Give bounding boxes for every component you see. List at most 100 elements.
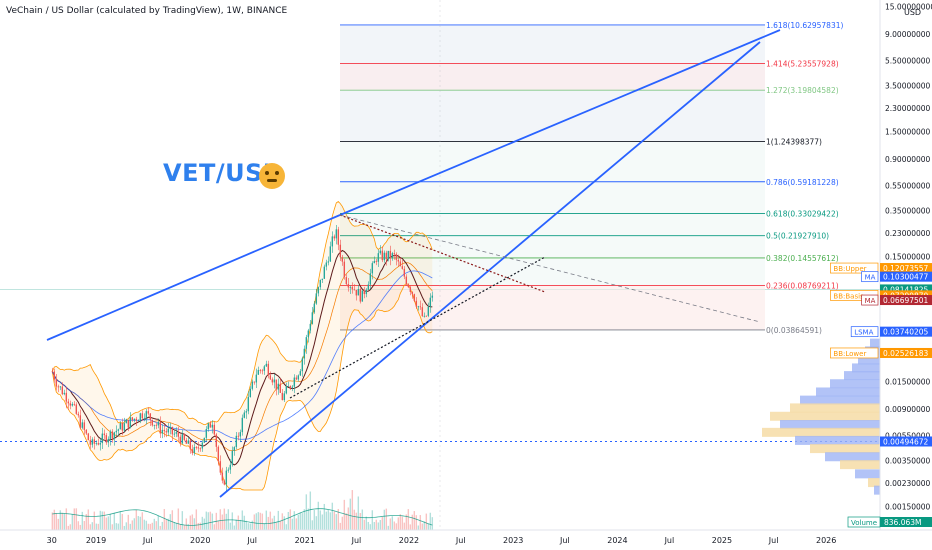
- candle-body: [367, 284, 370, 290]
- volume-bar: [63, 513, 66, 530]
- volume-bar: [367, 521, 370, 530]
- volume-bar: [189, 515, 192, 530]
- volume-bar: [123, 525, 126, 530]
- fib-label-6: 0.5(0.21927910): [766, 232, 829, 241]
- x-tick-label: Jul: [768, 536, 779, 545]
- y-tick-label: 0.01500000: [885, 377, 931, 386]
- volume-bar: [295, 518, 298, 530]
- candle-body: [59, 386, 62, 388]
- volume-bar: [109, 513, 112, 530]
- candle-body: [147, 411, 150, 414]
- volume-bar: [397, 517, 400, 530]
- volume-profile-row: [816, 387, 880, 397]
- volume-bar: [395, 523, 398, 530]
- x-tick-label: Jul: [559, 536, 570, 545]
- candle-body: [283, 393, 286, 401]
- volume-bar: [141, 512, 144, 530]
- volume-bar: [199, 522, 202, 530]
- candle-body: [165, 431, 168, 433]
- candle-body: [127, 419, 130, 428]
- candle-body: [101, 433, 104, 444]
- volume-bar: [65, 508, 68, 530]
- volume-bar: [133, 518, 136, 530]
- hline-tag-value: 0.00494672: [883, 437, 929, 446]
- candle-body: [359, 289, 362, 302]
- volume-bar: [393, 521, 396, 530]
- candle-body: [155, 424, 158, 426]
- candle-body: [363, 290, 366, 295]
- candle-body: [209, 423, 212, 428]
- candle-body: [121, 422, 124, 431]
- volume-bar: [419, 515, 422, 530]
- candle-body: [63, 392, 66, 395]
- candle-body: [241, 417, 244, 433]
- candle-body: [399, 261, 402, 267]
- y-tick-label: 3.50000000: [885, 81, 931, 90]
- volume-bar: [173, 522, 176, 530]
- volume-bar: [85, 514, 88, 530]
- volume-bar: [291, 518, 294, 530]
- volume-bar: [99, 510, 102, 530]
- candle-body: [349, 286, 352, 288]
- candle-body: [173, 433, 176, 435]
- candle-body: [95, 443, 98, 444]
- candle-body: [329, 246, 332, 262]
- volume-bar: [309, 491, 312, 530]
- volume-bar: [415, 515, 418, 530]
- candle-body: [249, 388, 252, 398]
- candle-body: [285, 386, 288, 394]
- price-tag-label-text: BB:Basis: [833, 292, 864, 300]
- price-tag-label-box: [861, 294, 879, 306]
- candle-body: [275, 379, 278, 390]
- volume-bar: [401, 516, 404, 530]
- x-tick-label: 30: [47, 536, 57, 545]
- volume-bar: [241, 510, 244, 530]
- volume-bar: [413, 511, 416, 530]
- volume-bar: [293, 511, 296, 530]
- candle-body: [347, 284, 350, 288]
- y-tick-label: 9.00000000: [885, 30, 931, 39]
- volume-bar: [323, 503, 326, 530]
- candle-body: [97, 443, 100, 445]
- volume-bar: [299, 512, 302, 530]
- x-tick-label: Jul: [246, 536, 257, 545]
- candle-body: [225, 470, 228, 485]
- candle-body: [231, 450, 234, 465]
- candle-body: [267, 363, 270, 376]
- price-tag-box-1: [880, 271, 932, 282]
- price-tag-value-4: 0.06697501: [883, 296, 929, 305]
- candle-body: [313, 303, 316, 313]
- volume-bar: [409, 524, 412, 530]
- price-tag-label-box: [861, 271, 879, 283]
- volume-profile-row: [780, 420, 880, 430]
- volume-ma-line: [52, 508, 433, 526]
- volume-bar: [185, 518, 188, 530]
- volume-bar: [91, 522, 94, 530]
- volume-profile-row: [868, 478, 880, 488]
- candle-body: [415, 300, 418, 307]
- y-tick-label: 0.90000000: [885, 155, 931, 164]
- candle-body: [195, 447, 198, 448]
- volume-bar: [217, 521, 220, 530]
- candle-body: [143, 418, 146, 419]
- price-tag-label-box: [830, 262, 879, 274]
- fib-label-0: 1.618(10.62957831): [766, 21, 843, 30]
- volume-bar: [321, 514, 324, 530]
- candle-body: [199, 448, 202, 450]
- candle-body: [233, 447, 236, 451]
- volume-bar: [255, 513, 258, 530]
- candle-body: [135, 418, 138, 421]
- volume-bar: [289, 509, 292, 530]
- candle-body: [337, 229, 340, 245]
- candle-body: [293, 377, 296, 387]
- time-axis[interactable]: 30 2019 Jul 2020 Jul 2021 Jul 2022 Jul 2023 Jul 202…: [0, 529, 932, 545]
- volume-bar: [285, 524, 288, 530]
- candle-body: [423, 315, 426, 317]
- currency-label: USD: [904, 8, 922, 17]
- candle-body: [305, 337, 308, 349]
- candle-body: [327, 261, 330, 263]
- candle-body: [281, 392, 284, 401]
- candle-body: [189, 440, 192, 450]
- volume-bar: [209, 511, 212, 530]
